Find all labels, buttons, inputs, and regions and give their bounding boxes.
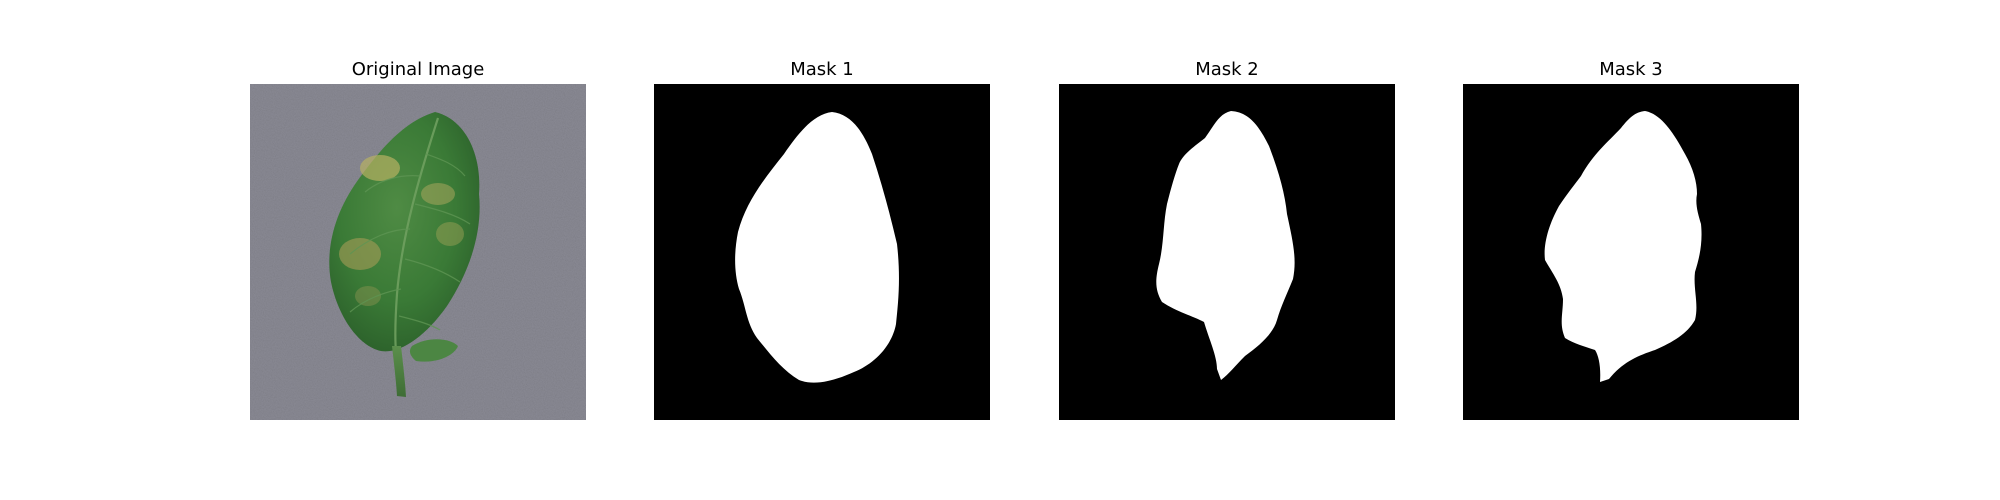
mask-region [735, 112, 899, 383]
mask-2-panel: Mask 2 [1059, 0, 1395, 500]
mask-1-panel: Mask 1 [654, 0, 990, 500]
panel-title: Mask 1 [790, 59, 854, 80]
mask-speck [1549, 244, 1554, 249]
leaf-stem [392, 346, 406, 397]
mask-region [1156, 111, 1295, 380]
leaf-mask-1 [654, 84, 990, 420]
leaf-mask-3 [1463, 84, 1799, 420]
mask-region [1544, 111, 1702, 382]
panel-title: Mask 3 [1599, 59, 1663, 80]
original-image-panel: Original Image [250, 0, 586, 500]
leaf-midrib [394, 117, 440, 353]
leaf-photo [250, 84, 586, 420]
panel-title: Original Image [351, 59, 485, 80]
panel-title: Mask 2 [1195, 59, 1259, 80]
mask-3-panel: Mask 3 [1463, 0, 1799, 500]
leaf-mask-2 [1059, 84, 1395, 420]
leaflet [409, 339, 458, 362]
